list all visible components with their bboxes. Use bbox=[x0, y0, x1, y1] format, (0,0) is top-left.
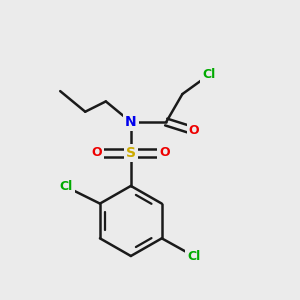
Text: Cl: Cl bbox=[59, 180, 73, 193]
Text: N: N bbox=[125, 115, 137, 129]
Text: O: O bbox=[92, 146, 102, 159]
Text: O: O bbox=[159, 146, 170, 159]
Text: Cl: Cl bbox=[187, 250, 200, 262]
Text: O: O bbox=[189, 124, 200, 137]
Text: Cl: Cl bbox=[202, 68, 215, 81]
Text: S: S bbox=[126, 146, 136, 160]
